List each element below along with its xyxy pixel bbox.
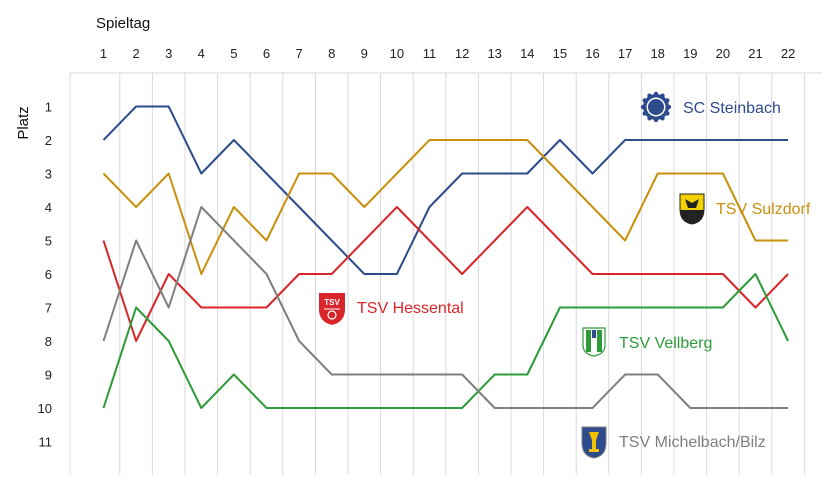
y-tick-label: 11: [39, 435, 53, 450]
y-tick-label: 8: [45, 334, 52, 349]
x-tick-label: 14: [520, 46, 534, 61]
series-line-sc-steinbach: [102, 105, 789, 275]
x-tick-label: 22: [781, 46, 795, 61]
x-tick-label: 12: [455, 46, 469, 61]
y-tick-label: 5: [45, 234, 52, 249]
series-line-tsv-vellberg: [102, 273, 789, 409]
y-tick-label: 6: [45, 267, 52, 282]
x-tick-label: 1: [100, 46, 107, 61]
series-label-tsv-vellberg: TSV Vellberg: [619, 335, 712, 352]
series-label-tsv-sulzdorf: TSV Sulzdorf: [716, 201, 811, 218]
y-tick-label: 4: [45, 200, 52, 215]
tsv-sulzdorf-crest: [679, 193, 705, 225]
y-tick-labels: 1 2 3 4 5 6 7 8 9 10 11: [38, 100, 52, 450]
series-line-tsv-sulzdorf: [102, 139, 789, 275]
series-label-tsv-hessental: TSV Hessental: [357, 300, 464, 317]
x-tick-label: 2: [132, 46, 139, 61]
y-axis-title: Platz: [15, 106, 32, 139]
series-lines: [102, 105, 789, 409]
x-tick-label: 19: [683, 46, 697, 61]
sc-steinbach-crest: [640, 91, 672, 123]
y-tick-label: 1: [45, 100, 52, 115]
y-tick-label: 2: [45, 133, 52, 148]
y-tick-label: 7: [45, 301, 52, 316]
x-tick-label: 16: [585, 46, 599, 61]
x-tick-label: 11: [423, 46, 437, 61]
x-tick-label: 7: [295, 46, 302, 61]
svg-text:TSV: TSV: [324, 298, 340, 307]
y-tick-label: 9: [45, 368, 52, 383]
y-tick-label: 3: [45, 167, 52, 182]
x-tick-label: 10: [390, 46, 404, 61]
x-tick-label: 20: [716, 46, 730, 61]
x-tick-label: 4: [198, 46, 205, 61]
series-line-tsv-michelbach-bilz: [102, 206, 789, 409]
x-tick-labels: 1 2 3 4 5 6 7 8 9 10 11 12 13 14 15 16 17 18 19 20 21 22: [100, 46, 795, 61]
x-tick-label: 21: [748, 46, 762, 61]
tsv-hessental-crest: TSV: [319, 293, 345, 325]
series-line-tsv-hessental: [102, 206, 789, 342]
series-label-sc-steinbach: SC Steinbach: [683, 100, 781, 117]
x-tick-label: 15: [553, 46, 567, 61]
x-tick-label: 8: [328, 46, 335, 61]
x-tick-label: 13: [487, 46, 501, 61]
series-labels: SC Steinbach TSV Sulzdorf TSV TSV Hessental…: [319, 91, 811, 459]
y-tick-label: 10: [38, 401, 52, 416]
tsv-vellberg-crest: [582, 327, 606, 357]
x-tick-label: 5: [230, 46, 237, 61]
x-tick-label: 9: [361, 46, 368, 61]
x-axis-title: Spieltag: [96, 15, 150, 32]
x-tick-label: 3: [165, 46, 172, 61]
x-tick-label: 17: [618, 46, 632, 61]
series-label-tsv-michelbach-bilz: TSV Michelbach/Bilz: [619, 434, 766, 451]
tsv-michelbach-crest: [581, 426, 607, 459]
x-tick-label: 6: [263, 46, 270, 61]
x-tick-label: 18: [650, 46, 664, 61]
